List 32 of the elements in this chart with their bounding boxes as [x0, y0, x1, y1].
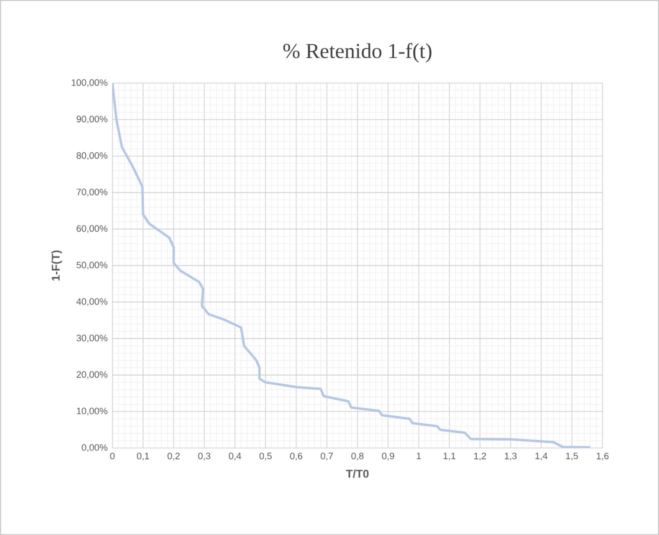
y-tick-label: 70,00%	[76, 188, 108, 196]
line-series	[112, 83, 592, 448]
x-tick-label: 1,5	[566, 452, 578, 460]
x-tick-label: 0,9	[382, 452, 394, 460]
y-tick-label: 20,00%	[76, 371, 108, 379]
y-tick-label: 50,00%	[76, 262, 108, 270]
x-tick-label: 1,3	[504, 452, 517, 460]
y-tick-label: 10,00%	[76, 408, 108, 416]
y-tick-label: 30,00%	[76, 334, 108, 342]
x-tick-label: 0,8	[351, 452, 364, 460]
y-tick-label: 100,00%	[72, 79, 108, 87]
x-tick-label: 0,5	[259, 452, 272, 460]
y-tick-label: 80,00%	[76, 152, 108, 160]
y-axis-title: 1-F(T)	[51, 250, 62, 280]
x-tick-label: 0,7	[320, 452, 333, 460]
x-tick-label: 1,1	[444, 452, 456, 460]
x-tick-label: 1,6	[596, 452, 609, 460]
x-tick-label: 0,2	[168, 452, 180, 460]
x-axis-title: T/T0	[346, 469, 369, 478]
x-tick-label: 0,6	[290, 452, 302, 460]
x-tick-label: 1	[416, 452, 421, 460]
x-tick-label: 0	[110, 452, 115, 460]
y-tick-label: 0,00%	[82, 444, 108, 452]
y-tick-label: 90,00%	[76, 116, 108, 124]
x-tick-label: 0,4	[228, 452, 242, 460]
y-tick-label: 40,00%	[76, 298, 108, 306]
x-tick-label: 1,2	[474, 452, 486, 460]
chart-title: % Retenido 1-f(t)	[283, 42, 432, 62]
y-tick-label: 60,00%	[76, 225, 108, 233]
x-tick-label: 0,1	[136, 452, 150, 460]
x-tick-label: 1,4	[536, 452, 548, 460]
x-tick-label: 0,3	[198, 452, 210, 460]
